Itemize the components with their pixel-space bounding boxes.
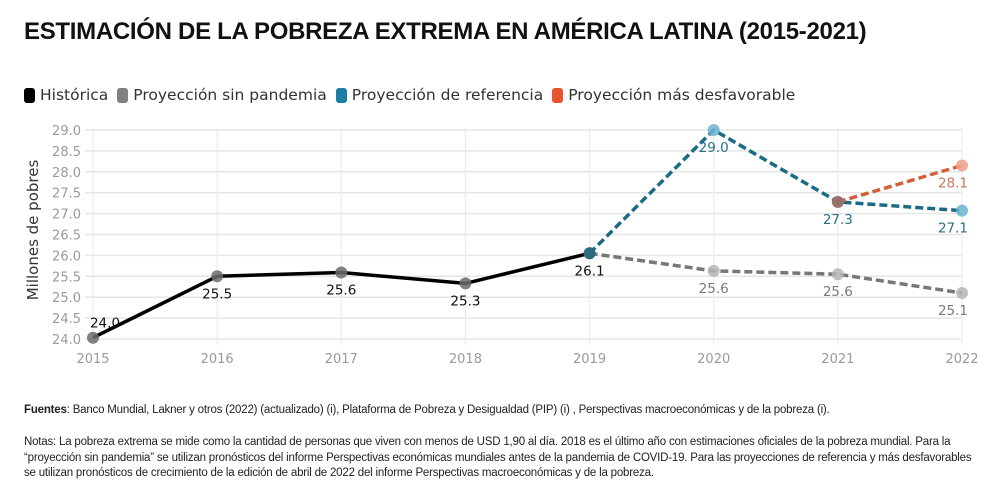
- data-label: 28.1: [938, 176, 968, 192]
- data-labels: 25.6 25.6 25.1 29.0 27.3 27.1 28.1 24.0 25.5 25.6…: [90, 140, 968, 332]
- series-line-3: [837, 163, 963, 204]
- y-tick-label: 24.0: [52, 333, 81, 348]
- y-tick-label: 24.5: [52, 312, 81, 327]
- data-label: 27.1: [938, 221, 968, 237]
- x-tick-label: 2017: [325, 352, 358, 367]
- data-label: 26.1: [575, 263, 605, 279]
- data-label: 25.5: [202, 286, 232, 302]
- legend-label-historica: Histórica: [40, 86, 109, 104]
- legend-item-sin-pandemia[interactable]: Proyección sin pandemia: [117, 86, 327, 104]
- data-point: [707, 124, 720, 136]
- legend-label-desfavorable: Proyección más desfavorable: [568, 86, 796, 104]
- data-point: [87, 331, 99, 344]
- y-tick-label: 27.0: [52, 208, 81, 223]
- gridlines: [85, 128, 963, 345]
- data-point: [459, 277, 472, 290]
- x-tick-label: 2021: [821, 352, 854, 367]
- legend-item-referencia[interactable]: Proyección de referencia: [335, 86, 544, 104]
- x-axis-ticks: 2015 2016 2017 2018 2019 2020 2021 2022: [76, 352, 978, 367]
- chart-legend: Histórica Proyección sin pandemia Proyec…: [24, 86, 804, 104]
- y-tick-label: 25.0: [52, 291, 81, 306]
- data-point: [335, 266, 348, 279]
- data-point: [956, 204, 968, 217]
- x-tick-label: 2020: [697, 352, 730, 367]
- legend-swatch-historica: [24, 87, 35, 103]
- x-tick-label: 2018: [449, 352, 482, 367]
- data-label: 25.6: [699, 281, 729, 297]
- y-tick-label: 28.0: [52, 166, 81, 181]
- series-line-1: [589, 251, 963, 295]
- data-label: 27.3: [823, 212, 853, 228]
- data-point: [956, 287, 968, 300]
- y-tick-label: 26.0: [52, 249, 81, 264]
- y-axis-label: Millones de pobres: [24, 160, 42, 301]
- data-point: [956, 159, 968, 172]
- legend-item-desfavorable[interactable]: Proyección más desfavorable: [552, 86, 795, 104]
- y-tick-label: 26.5: [52, 229, 81, 244]
- x-tick-label: 2016: [201, 352, 234, 367]
- series-line-2: [588, 128, 963, 255]
- data-point: [583, 247, 596, 260]
- chart-title: ESTIMACIÓN DE LA POBREZA EXTREMA EN AMÉR…: [24, 18, 867, 45]
- y-tick-label: 28.5: [52, 145, 81, 160]
- legend-swatch-referencia: [335, 87, 347, 103]
- data-label: 25.6: [326, 283, 356, 299]
- legend-label-referencia: Proyección de referencia: [351, 86, 544, 104]
- data-label: 29.0: [699, 140, 729, 156]
- data-point: [831, 195, 844, 208]
- data-label: 24.0: [90, 316, 120, 332]
- y-tick-label: 25.5: [52, 270, 81, 285]
- legend-item-historica[interactable]: Histórica: [24, 86, 108, 104]
- legend-label-sin-pandemia: Proyección sin pandemia: [133, 86, 327, 104]
- y-tick-label: 27.5: [52, 187, 81, 202]
- data-label: 25.6: [823, 284, 853, 300]
- legend-swatch-desfavorable: [552, 87, 564, 103]
- data-label: 25.3: [450, 293, 480, 309]
- sources-label: Fuentes: [24, 404, 67, 416]
- data-point: [831, 268, 844, 281]
- y-axis-ticks: 24.0 24.5 25.0 25.5 26.0 26.5 27.0 27.5 28.0 28.5…: [52, 124, 81, 348]
- line-chart: 24.0 24.5 25.0 25.5 26.0 26.5 27.0 27.5 28.0 28.5…: [24, 124, 979, 367]
- data-point: [707, 264, 720, 277]
- x-tick-label: 2022: [945, 352, 978, 367]
- series-points: [87, 124, 968, 344]
- legend-swatch-sin-pandemia: [117, 87, 129, 103]
- sources-text: Fuentes: Banco Mundial, Lakner y otros (…: [24, 404, 830, 416]
- sources-body: : Banco Mundial, Lakner y otros (2022) (…: [66, 404, 830, 416]
- x-tick-label: 2015: [76, 352, 109, 367]
- x-tick-label: 2019: [573, 352, 606, 367]
- data-point: [211, 270, 224, 283]
- data-label: 25.1: [938, 303, 968, 319]
- notes-text: Notas: La pobreza extrema se mide como l…: [24, 436, 972, 479]
- y-tick-label: 29.0: [52, 124, 81, 139]
